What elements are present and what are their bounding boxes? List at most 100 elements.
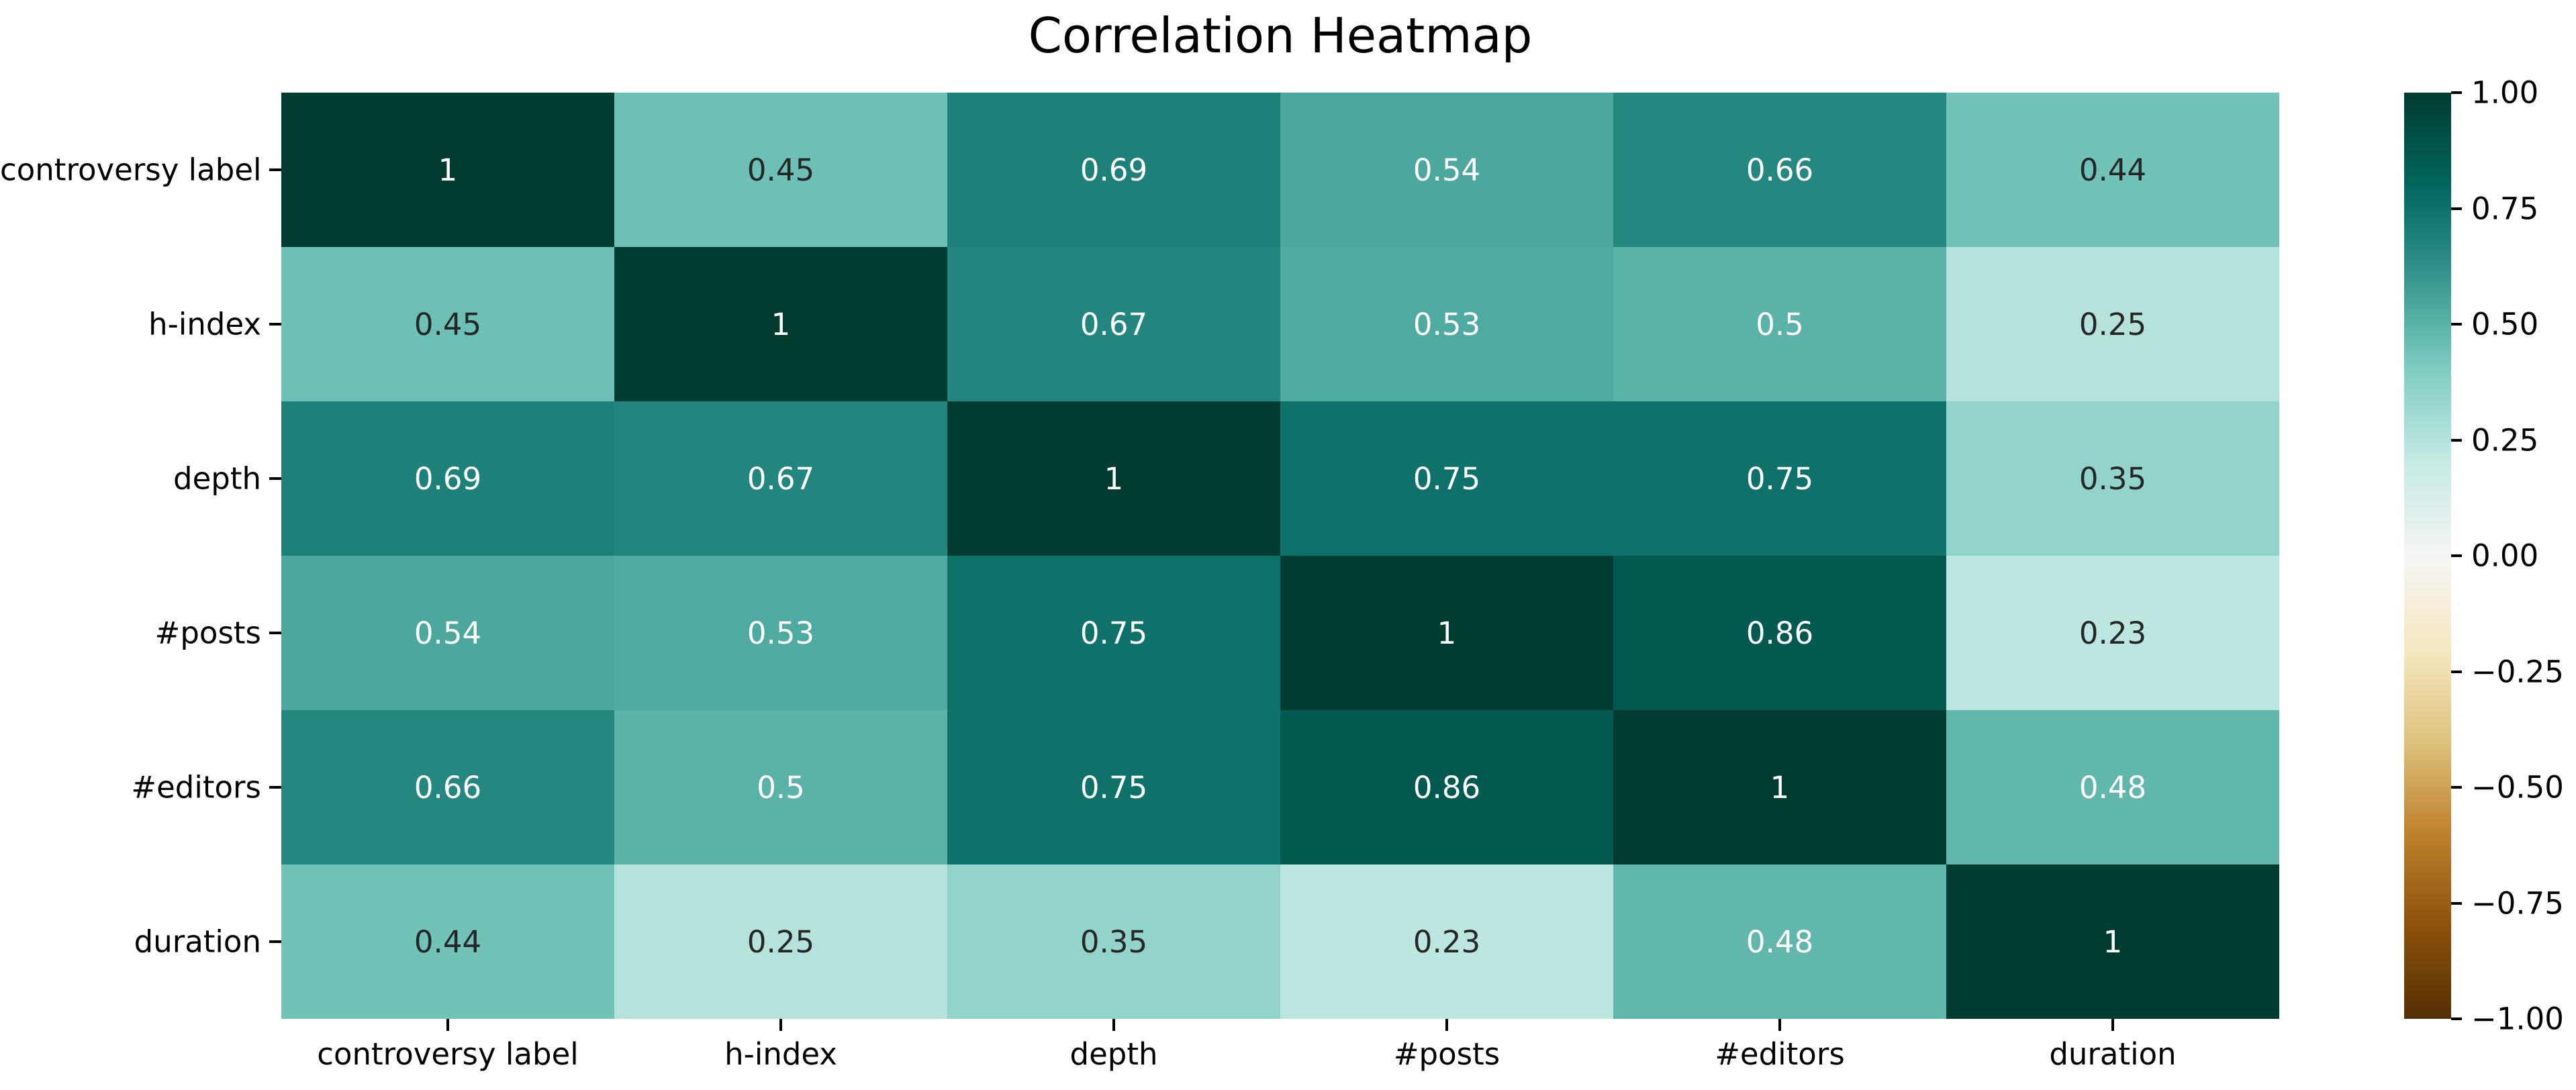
cell-value: 0.44 — [414, 924, 482, 960]
cell-value: 0.66 — [414, 769, 482, 805]
y-tick-label: depth — [173, 460, 261, 497]
x-tick-mark — [1445, 1019, 1448, 1031]
heatmap-cell: 1 — [1613, 710, 1946, 864]
heatmap-cell: 0.23 — [1280, 864, 1613, 1019]
heatmap-cell: 0.54 — [281, 556, 614, 710]
x-tick-mark — [2111, 1019, 2114, 1031]
chart-title: Correlation Heatmap — [1028, 7, 1533, 64]
cell-value: 1 — [1770, 769, 1790, 805]
heatmap-cell: 0.67 — [947, 247, 1280, 401]
heatmap-cell: 0.35 — [1946, 401, 2279, 556]
heatmap-cell: 0.35 — [947, 864, 1280, 1019]
cell-value: 0.69 — [1080, 152, 1148, 188]
cell-value: 0.23 — [1413, 924, 1481, 960]
heatmap-cell: 0.75 — [947, 710, 1280, 864]
heatmap-cell: 0.75 — [1280, 401, 1613, 556]
heatmap-cell: 0.48 — [1946, 710, 2279, 864]
heatmap-cell: 0.44 — [1946, 93, 2279, 247]
heatmap-cell: 0.5 — [614, 710, 947, 864]
cell-value: 1 — [771, 306, 791, 342]
colorbar-tick-mark — [2451, 438, 2462, 442]
y-tick-label: #posts — [154, 615, 261, 651]
heatmap-cell: 0.25 — [614, 864, 947, 1019]
cell-value: 0.48 — [1746, 924, 1814, 960]
cell-value: 0.75 — [1413, 460, 1481, 497]
cell-value: 0.25 — [747, 924, 815, 960]
colorbar-tick-mark — [2451, 554, 2462, 557]
cell-value: 0.67 — [747, 460, 815, 497]
cell-value: 1 — [438, 152, 458, 188]
cell-value: 1 — [1104, 460, 1124, 497]
y-tick-mark — [269, 323, 281, 326]
colorbar-tick-label: 0.75 — [2471, 191, 2539, 226]
cell-value: 0.75 — [1080, 615, 1148, 651]
heatmap-cell: 1 — [614, 247, 947, 401]
cell-value: 0.48 — [2079, 769, 2147, 805]
heatmap-cell: 0.66 — [281, 710, 614, 864]
heatmap-cell: 0.48 — [1613, 864, 1946, 1019]
x-tick-label: #posts — [1393, 1036, 1500, 1072]
colorbar-tick-label: 0.50 — [2471, 306, 2539, 342]
cell-value: 1 — [1437, 615, 1457, 651]
heatmap-grid: 1 0.45 0.69 0.54 0.66 0.44 0.45 1 0.67 0.53 0.5 0.2… — [281, 93, 2279, 1019]
cell-value: 0.35 — [2079, 460, 2147, 497]
cell-value: 0.75 — [1746, 460, 1814, 497]
cell-value: 0.5 — [1756, 306, 1804, 342]
heatmap-cell: 0.53 — [614, 556, 947, 710]
x-tick-label: duration — [2049, 1036, 2177, 1072]
x-tick-label: h-index — [724, 1036, 837, 1072]
colorbar-tick-mark — [2451, 207, 2462, 210]
y-tick-label: controversy label — [0, 152, 262, 188]
cell-value: 0.86 — [1413, 769, 1481, 805]
y-tick-mark — [269, 477, 281, 480]
y-tick-mark — [269, 940, 281, 943]
cell-value: 0.53 — [747, 615, 815, 651]
x-tick-mark — [446, 1019, 449, 1031]
cell-value: 1 — [2103, 924, 2123, 960]
x-tick-label: #editors — [1715, 1036, 1845, 1072]
y-tick-mark — [269, 168, 281, 171]
colorbar — [2404, 93, 2451, 1019]
heatmap-cell: 0.25 — [1946, 247, 2279, 401]
heatmap-cell: 1 — [947, 401, 1280, 556]
heatmap-cell: 0.69 — [281, 401, 614, 556]
colorbar-tick-label: −0.50 — [2471, 769, 2564, 805]
colorbar-tick-label: 0.00 — [2471, 538, 2539, 574]
cell-value: 0.25 — [2079, 306, 2147, 342]
y-tick-mark — [269, 632, 281, 634]
heatmap-cell: 0.67 — [614, 401, 947, 556]
cell-value: 0.86 — [1746, 615, 1814, 651]
colorbar-tick-label: −1.00 — [2471, 1001, 2564, 1037]
x-tick-label: controversy label — [317, 1036, 579, 1072]
y-tick-label: duration — [134, 924, 261, 960]
cell-value: 0.69 — [414, 460, 482, 497]
y-tick-mark — [269, 786, 281, 789]
x-tick-label: depth — [1069, 1036, 1158, 1072]
colorbar-tick-mark — [2451, 1018, 2462, 1020]
cell-value: 0.44 — [2079, 152, 2147, 188]
heatmap-cell: 0.75 — [947, 556, 1280, 710]
heatmap-cell: 0.5 — [1613, 247, 1946, 401]
cell-value: 0.5 — [757, 769, 805, 805]
cell-value: 0.66 — [1746, 152, 1814, 188]
heatmap-cell: 0.66 — [1613, 93, 1946, 247]
cell-value: 0.53 — [1413, 306, 1481, 342]
colorbar-tick-mark — [2451, 91, 2462, 94]
x-tick-mark — [1778, 1019, 1781, 1031]
cell-value: 0.45 — [747, 152, 815, 188]
colorbar-tick-label: 0.25 — [2471, 422, 2539, 458]
heatmap-cell: 0.86 — [1280, 710, 1613, 864]
y-tick-label: #editors — [131, 769, 261, 805]
heatmap-cell: 0.69 — [947, 93, 1280, 247]
heatmap-cell: 0.45 — [281, 247, 614, 401]
x-tick-mark — [779, 1019, 782, 1031]
colorbar-tick-mark — [2451, 323, 2462, 326]
heatmap-cell: 0.44 — [281, 864, 614, 1019]
x-tick-mark — [1112, 1019, 1115, 1031]
heatmap-cell: 0.54 — [1280, 93, 1613, 247]
colorbar-tick-mark — [2451, 786, 2462, 789]
cell-value: 0.54 — [1413, 152, 1481, 188]
heatmap-cell: 0.53 — [1280, 247, 1613, 401]
colorbar-tick-mark — [2451, 901, 2462, 905]
